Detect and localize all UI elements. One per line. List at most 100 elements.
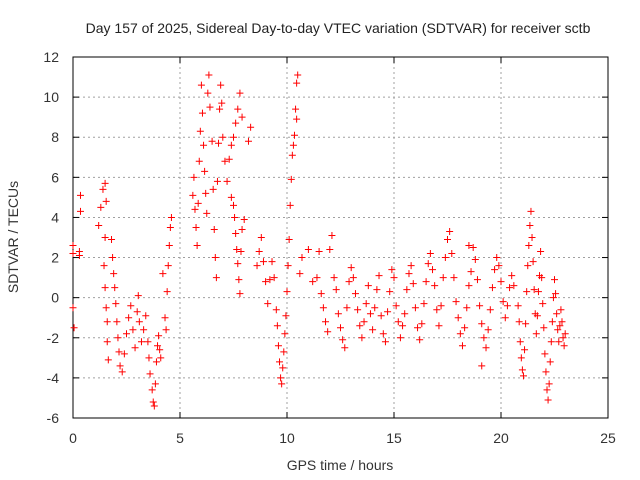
data-point [268, 258, 276, 266]
data-point [213, 177, 221, 185]
data-point [527, 207, 535, 215]
data-point [478, 362, 486, 370]
data-point [503, 302, 511, 310]
data-point [266, 276, 274, 284]
data-point [262, 278, 270, 286]
data-point [461, 324, 469, 332]
data-point [530, 286, 538, 294]
data-point [165, 242, 173, 250]
data-point [293, 79, 301, 87]
data-point [539, 300, 547, 308]
y-axis: -6 -4 -2 0 2 4 6 8 10 12 [43, 49, 608, 426]
data-point [456, 330, 464, 338]
data-point [208, 137, 216, 145]
data-point [304, 246, 312, 254]
data-point [227, 141, 235, 149]
x-tick-label: 0 [69, 430, 77, 446]
y-axis-label: SDTVAR / TECUs [5, 181, 21, 293]
data-point [133, 308, 141, 316]
data-point [157, 354, 165, 362]
data-point [238, 113, 246, 121]
data-point [142, 312, 150, 320]
x-tick-label: 15 [386, 430, 402, 446]
x-tick-label: 5 [176, 430, 184, 446]
data-point [549, 294, 557, 302]
data-point [287, 175, 295, 183]
data-point [221, 157, 229, 165]
data-point [227, 193, 235, 201]
data-point [499, 298, 507, 306]
y-tick-label: -4 [47, 370, 60, 386]
data-point [298, 254, 306, 262]
data-point [247, 123, 255, 131]
data-point [193, 242, 201, 250]
data-point [233, 246, 241, 254]
data-point [244, 137, 252, 145]
data-point [379, 330, 387, 338]
data-point [134, 292, 142, 300]
data-point [450, 274, 458, 282]
data-point [236, 290, 244, 298]
data-point [280, 348, 288, 356]
data-point [285, 236, 293, 244]
data-point [533, 312, 541, 320]
data-point [517, 354, 525, 362]
data-point [514, 302, 522, 310]
data-point [537, 248, 545, 256]
data-point [118, 368, 126, 376]
data-point [390, 274, 398, 282]
data-point [230, 201, 237, 209]
data-point [347, 264, 355, 272]
data-point [371, 304, 379, 312]
data-point [418, 320, 426, 328]
x-tick-label: 25 [600, 430, 616, 446]
data-point [358, 334, 366, 342]
data-point [97, 203, 105, 211]
data-point [230, 133, 237, 141]
data-point [465, 242, 473, 250]
data-point [115, 348, 123, 356]
data-point [309, 278, 317, 286]
data-point [343, 304, 351, 312]
data-point [524, 262, 532, 270]
data-point [546, 358, 554, 366]
data-point [555, 338, 563, 346]
data-point [76, 191, 84, 199]
data-point [454, 314, 462, 322]
data-point [69, 250, 77, 258]
data-point [486, 306, 494, 314]
data-point [431, 282, 439, 290]
data-point [225, 155, 233, 163]
data-point [317, 290, 325, 298]
data-point [522, 320, 530, 328]
data-point [212, 274, 220, 282]
data-point [526, 221, 534, 229]
data-point [521, 346, 529, 354]
data-point [69, 242, 77, 250]
data-point [104, 356, 112, 364]
data-point [277, 374, 285, 382]
data-point [231, 213, 239, 221]
data-point [191, 205, 199, 213]
data-point [116, 362, 124, 370]
data-point [196, 127, 204, 135]
data-point [409, 280, 417, 288]
data-point [506, 284, 514, 292]
data-point [235, 276, 243, 284]
data-point [216, 105, 224, 113]
data-point [152, 358, 160, 366]
data-point [405, 270, 413, 278]
data-point [202, 189, 210, 197]
data-point [446, 227, 454, 235]
y-tick-label: -2 [47, 330, 60, 346]
grid-lines [73, 57, 608, 418]
data-point [558, 318, 566, 326]
data-point [523, 288, 531, 296]
data-point [148, 386, 156, 394]
data-point [234, 260, 242, 268]
data-point [278, 380, 286, 388]
data-point [465, 282, 473, 290]
data-point [197, 81, 205, 89]
data-point [282, 312, 290, 320]
